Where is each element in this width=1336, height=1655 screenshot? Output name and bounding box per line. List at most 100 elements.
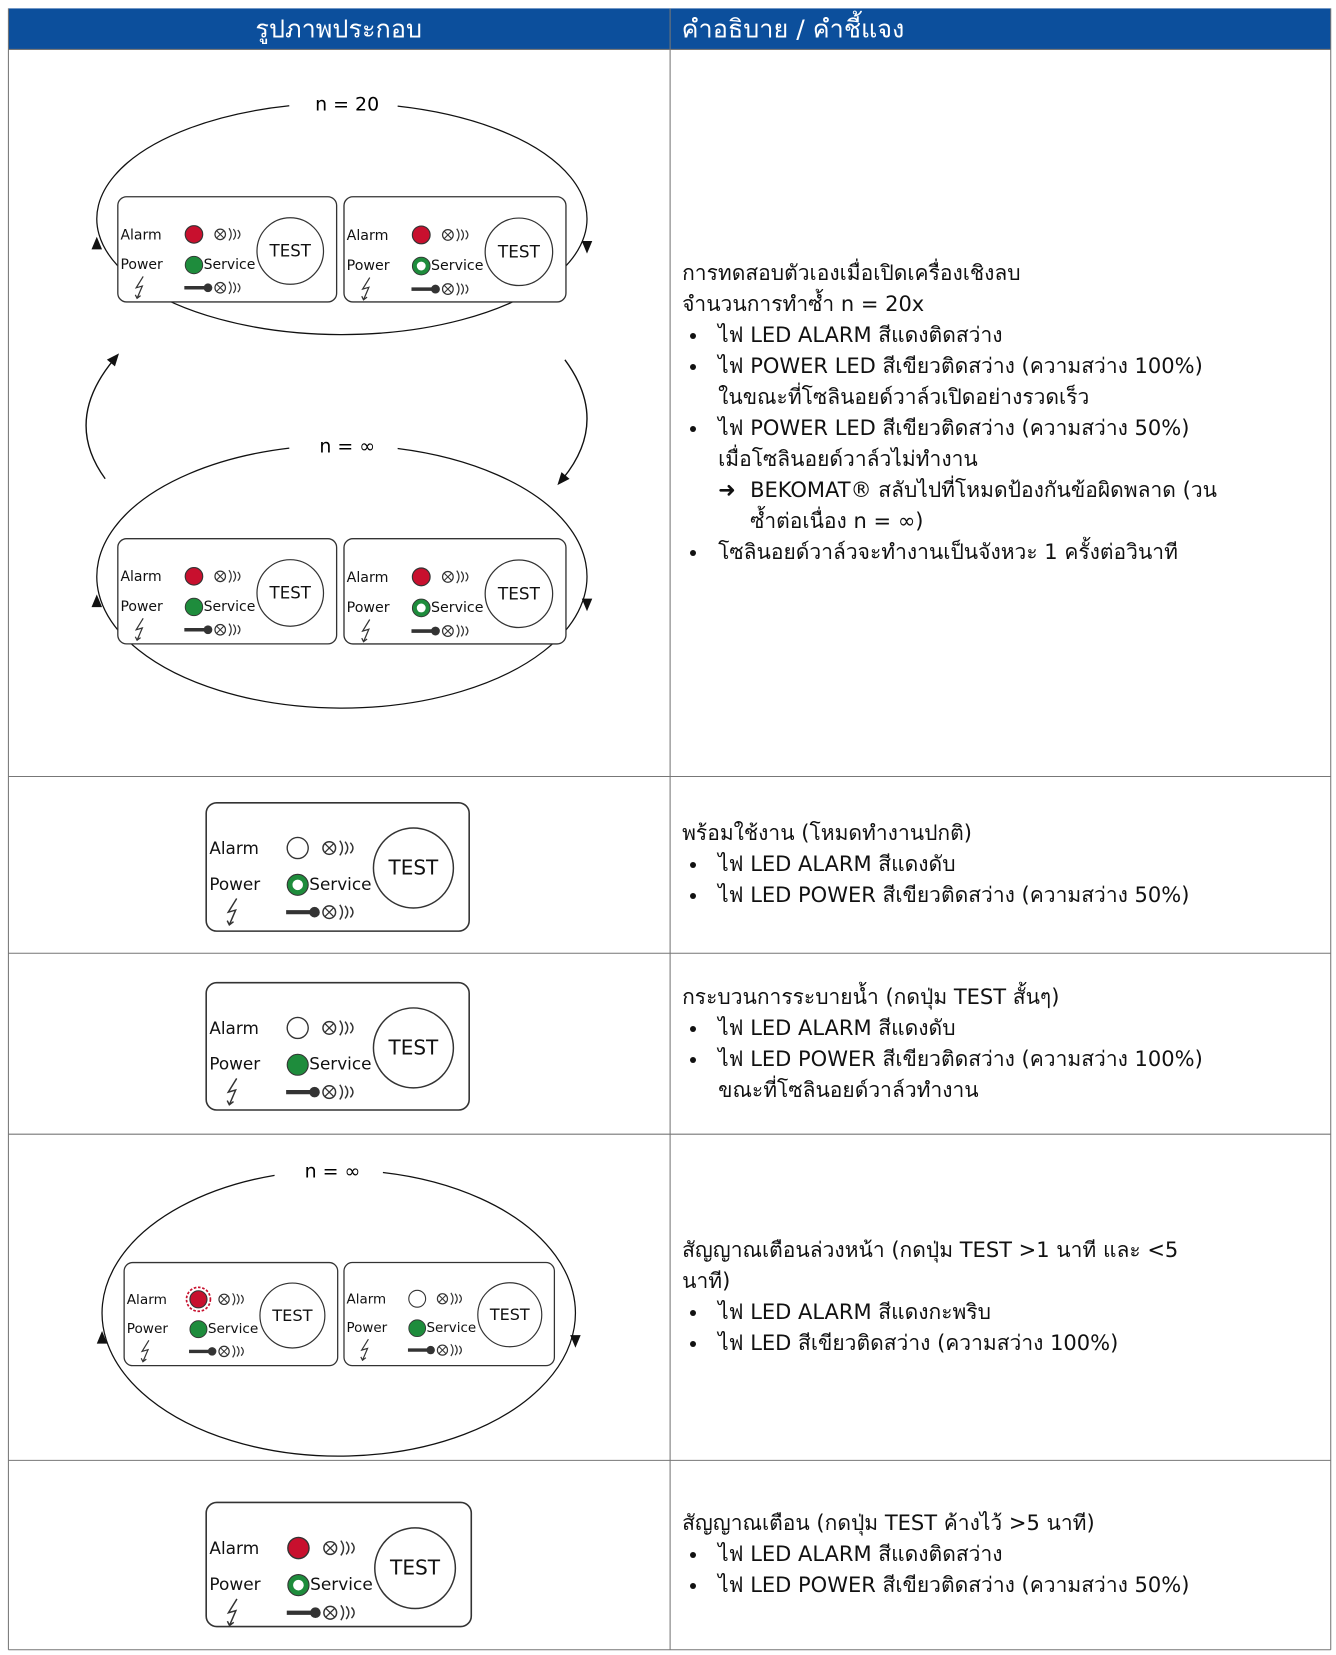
intro-line: นาที) [682,1269,731,1294]
signal-wave [454,1344,458,1356]
sub-line: BEKOMAT® สลับไปที่โหมดป้องกันข้อผิดพลาด … [750,477,1217,502]
test-button [256,559,325,627]
signal-icon [324,907,334,917]
signal-wave [345,1605,350,1620]
description-cell: การทดสอบตัวเองเมื่อเปิดเครื่องเชิงลบจำนว… [670,49,1331,776]
wrench-icon [203,625,213,635]
panel-label: Alarm [347,570,389,586]
bullet-line: ไฟ POWER LED สีเขียวติดสว่าง (ความสว่าง … [718,415,1190,440]
signal-icon [325,1608,335,1618]
description-cell: พร้อมใช้งาน (โหมดทำงานปกติ) ไฟ LED ALARM … [670,776,1331,953]
test-button [484,217,554,287]
alarm-led [408,1289,427,1308]
cycle-loop [101,1171,577,1457]
bullet-line: ไฟ LED POWER สีเขียวติดสว่าง (ความสว่าง … [718,1573,1190,1598]
power-symbol [361,619,371,643]
signal-icon [214,281,227,294]
alarm-led [184,225,204,244]
test-button [477,1282,543,1348]
test-button [374,1527,457,1610]
bullet-line: ในขณะที่โซลินอยด์วาล์วเปิดอย่างรวดเร็ว [718,384,1090,409]
signal-icon [218,1345,230,1358]
signal-icon [216,230,225,239]
transition-arrow [85,359,115,480]
signal-wave [349,906,354,918]
signal-wave [236,1293,240,1305]
signal-icon [214,623,227,636]
bullet-line: โซลินอยด์วาล์วจะทำงานเป็นจังหวะ 1 ครั้งต… [718,539,1178,564]
signal-wave [339,840,344,856]
led-panel: Alarm Power Service TEST [123,1261,339,1367]
wrench-icon [309,906,320,918]
bullet-line: ไฟ LED ALARM สีแดงติดสว่าง [718,1542,1003,1567]
transition-arrow [562,359,588,480]
wrench-icon [203,283,213,293]
panel-label: Service [431,600,483,616]
panel-label: Alarm [209,838,259,858]
signal-icon [323,1540,338,1556]
intro-line: พร้อมใช้งาน (โหมดทำงานปกติ) [682,821,972,846]
intro-line: สัญญาณเตือน (กดปุ่ม TEST ค้างไว้ >5 นาที… [682,1511,1095,1536]
panel-label: Alarm [127,1292,167,1308]
signal-wave [450,1292,454,1305]
signal-icon [436,1293,449,1305]
signal-icon [322,1085,337,1100]
description-cell: กระบวนการระบายน้ำ (กดปุ่ม TEST สั้นๆ) ไฟ … [670,953,1331,1134]
alarm-led [286,836,309,860]
intro-line: การทดสอบตัวเองเมื่อเปิดเครื่องเชิงลบ [682,260,1021,285]
description-cell: สัญญาณเตือน (กดปุ่ม TEST ค้างไว้ >5 นาที… [670,1460,1331,1649]
alarm-blink-ring [185,1286,212,1313]
signal-wave [458,1294,462,1304]
panel-label: TEST [388,856,439,880]
panel-label: Service [309,1054,371,1074]
cycle-loop [96,447,588,709]
test-button [372,1007,455,1089]
power-led [184,597,204,617]
bullet-item: ไฟ POWER LED สีเขียวติดสว่าง (ความสว่าง … [682,351,1321,413]
signal-wave [237,229,241,240]
panel-label: Power [347,1321,388,1336]
signal-wave [344,841,349,855]
signal-wave [228,623,232,637]
signal-icon [438,1346,447,1354]
bullet-list: ไฟ LED ALARM สีแดงกะพริบ ไฟ LED สีเขียวติ… [682,1297,1321,1359]
signal-wave [456,228,460,242]
panel-label: Service [310,1574,373,1594]
signal-wave [456,282,460,296]
signal-icon [218,1293,230,1306]
intro-line: จำนวนการทำซ้ำ n = 20x [682,291,925,316]
arrow-head [91,594,103,608]
cycle-label: n = ∞ [305,1161,361,1183]
cycle-loop [96,105,588,336]
header-cell: คำอธิบาย / คำชี้แจง [682,11,905,44]
power-symbol [361,277,371,301]
power-led-center [416,261,426,271]
panel-label: Service [204,257,256,273]
panel-label: Alarm [209,1538,259,1558]
panel-label: TEST [389,1556,441,1580]
bullet-line: ไฟ LED POWER สีเขียวติดสว่าง (ความสว่าง … [718,883,1190,908]
signal-icon [441,283,454,296]
signal-wave [240,1294,244,1304]
signal-wave [240,1346,244,1357]
bullet-line: ไฟ LED ALARM สีแดงติดสว่าง [718,322,1003,347]
panel-label: TEST [388,1035,439,1059]
signal-wave [236,1345,240,1357]
signal-wave [228,281,232,295]
header-bar [8,8,1331,50]
signal-icon [214,570,227,583]
panel-label: Alarm [120,569,161,585]
panel-label: Service [426,1321,476,1336]
bullet-line: ขณะที่โซลินอยด์วาล์วทำงาน [718,1077,979,1102]
wrench-icon [426,1345,435,1355]
signal-icon [322,1020,337,1035]
signal-icon [443,572,452,581]
alarm-led [286,1016,309,1040]
bullet-item: ไฟ LED ALARM สีแดงติดสว่าง [682,1539,1321,1570]
bullet-list: ไฟ LED ALARM สีแดงดับ ไฟ LED POWER สีเขีย… [682,849,1321,911]
signal-wave [340,1604,345,1621]
signal-icon [443,285,452,294]
alarm-led [189,1290,208,1309]
signal-icon [322,905,337,920]
